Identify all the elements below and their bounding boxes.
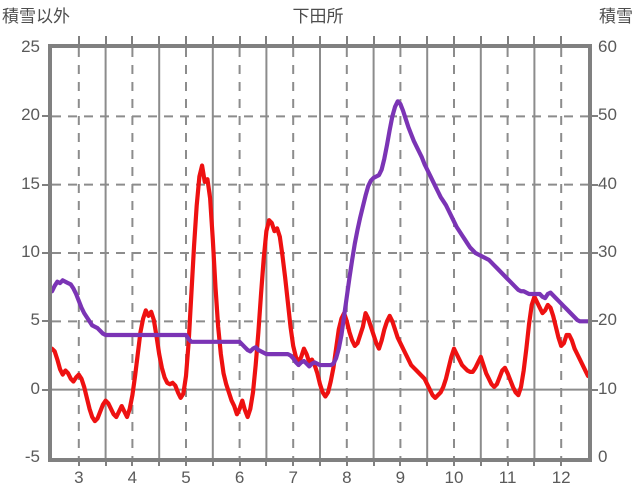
axis-tick-mark bbox=[292, 36, 295, 44]
x-tick-label: 10 bbox=[444, 468, 464, 487]
x-tick-label: 5 bbox=[181, 468, 191, 487]
chart-svg bbox=[52, 48, 588, 458]
axis-tick-mark bbox=[42, 115, 48, 118]
axis-tick-mark bbox=[399, 36, 402, 44]
plot-inner bbox=[52, 48, 588, 458]
axis-tick-mark bbox=[345, 36, 348, 44]
axis-tick-mark bbox=[560, 36, 563, 44]
axis-tick-mark bbox=[77, 458, 80, 466]
y-tick-label-right: 40 bbox=[598, 173, 617, 193]
axis-tick-mark bbox=[479, 458, 482, 466]
axis-tick-mark bbox=[592, 252, 598, 254]
y-tick-label-left: 20 bbox=[21, 105, 40, 125]
axis-tick-mark bbox=[506, 458, 509, 466]
axis-tick-mark bbox=[42, 320, 48, 323]
y-tick-label-right: 60 bbox=[598, 37, 617, 56]
y-tick-label-right: 10 bbox=[598, 378, 617, 398]
y-tick-label-right: 50 bbox=[598, 105, 617, 125]
axis-tick-mark bbox=[399, 458, 402, 466]
axis-tick-mark bbox=[533, 36, 536, 44]
axis-tick-mark bbox=[238, 458, 241, 466]
x-tick-label: 7 bbox=[288, 468, 298, 487]
chart-title: 下田所 bbox=[292, 7, 344, 26]
axis-tick-mark bbox=[426, 458, 429, 466]
axis-tick-mark bbox=[479, 36, 482, 44]
axis-tick-mark bbox=[560, 458, 563, 466]
axis-tick-mark bbox=[292, 458, 295, 466]
y-tick-label-left: 15 bbox=[21, 173, 40, 193]
y-tick-label-left: -5 bbox=[24, 447, 40, 466]
y-tick-label-right: 30 bbox=[598, 242, 617, 261]
axis-tick-mark bbox=[453, 458, 455, 466]
axis-tick-mark bbox=[372, 36, 375, 44]
axis-tick-mark bbox=[185, 458, 187, 466]
y-tick-label-left: 25 bbox=[21, 37, 40, 56]
axis-tick-mark bbox=[533, 458, 536, 466]
x-tick-label: 6 bbox=[234, 468, 245, 487]
axis-tick-mark bbox=[77, 36, 80, 44]
axis-tick-mark bbox=[345, 458, 348, 466]
axis-tick-mark bbox=[592, 320, 598, 323]
right-axis-title: 積雪 bbox=[599, 7, 633, 26]
data-series bbox=[52, 99, 588, 424]
left-axis-title: 積雪以外 bbox=[2, 7, 70, 26]
x-tick-label: 8 bbox=[342, 468, 352, 487]
axis-tick-mark bbox=[372, 458, 375, 466]
axis-tick-mark bbox=[265, 458, 268, 466]
axis-tick-mark bbox=[426, 36, 429, 44]
x-tick-label: 3 bbox=[74, 468, 84, 487]
axis-tick-mark bbox=[211, 458, 214, 466]
x-tick-label: 4 bbox=[127, 468, 138, 487]
axis-tick-mark bbox=[131, 36, 134, 44]
axis-tick-mark bbox=[185, 36, 187, 44]
axis-tick-mark bbox=[238, 36, 241, 44]
axis-tick-mark bbox=[592, 183, 598, 186]
axis-tick-mark bbox=[211, 36, 214, 44]
x-tick-label: 11 bbox=[498, 468, 517, 487]
y-tick-label-left: 10 bbox=[21, 242, 40, 261]
y-tick-label-left: 5 bbox=[30, 310, 40, 330]
axis-tick-mark bbox=[42, 388, 48, 391]
series-line-snow bbox=[52, 99, 588, 369]
axis-tick-mark bbox=[592, 388, 598, 391]
axis-tick-mark bbox=[104, 36, 107, 44]
axis-tick-mark bbox=[319, 458, 321, 466]
x-tick-label: 9 bbox=[395, 468, 406, 487]
axis-tick-mark bbox=[42, 183, 48, 186]
axis-tick-mark bbox=[506, 36, 509, 44]
axis-tick-mark bbox=[158, 36, 161, 44]
plot-area bbox=[48, 44, 592, 462]
axis-tick-mark bbox=[592, 115, 598, 118]
y-tick-label-right: 0 bbox=[598, 447, 608, 466]
y-tick-label-right: 20 bbox=[598, 310, 617, 330]
series-line-nonsnow bbox=[52, 163, 588, 424]
y-tick-label-left: 0 bbox=[30, 378, 40, 398]
axis-tick-mark bbox=[131, 458, 134, 466]
axis-tick-mark bbox=[42, 252, 48, 254]
axis-tick-mark bbox=[265, 36, 268, 44]
x-tick-label: 12 bbox=[551, 468, 571, 487]
axis-tick-mark bbox=[104, 458, 107, 466]
axis-tick-mark bbox=[453, 36, 455, 44]
axis-tick-mark bbox=[158, 458, 161, 466]
axis-tick-mark bbox=[319, 36, 321, 44]
